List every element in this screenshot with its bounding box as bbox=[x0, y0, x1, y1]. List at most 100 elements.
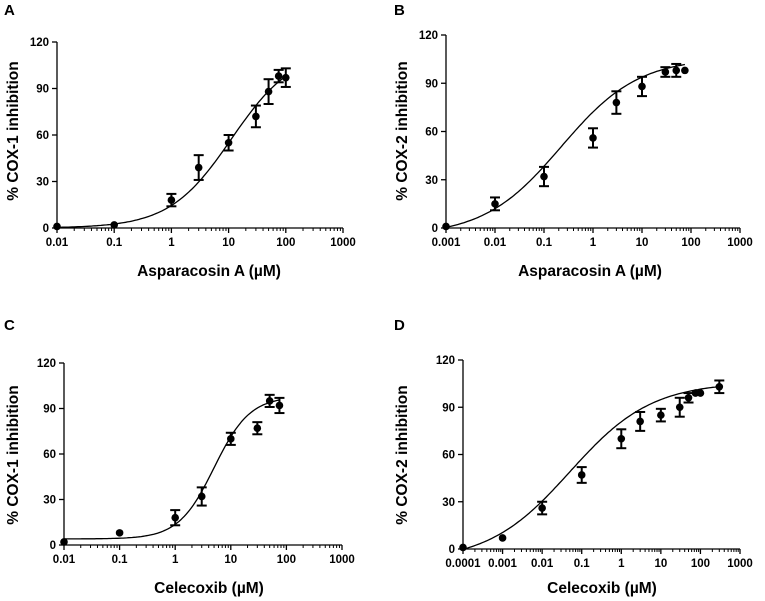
y-axis-label-a: % COX-1 inhibition bbox=[5, 61, 22, 201]
x-tick-label-c: 0.01 bbox=[53, 554, 76, 566]
panel-letter-d: D bbox=[394, 317, 405, 334]
data-point-c bbox=[60, 538, 68, 546]
data-point-d bbox=[696, 389, 705, 397]
x-tick-label-d: 0.1 bbox=[574, 558, 591, 570]
x-axis-label-b: Asparacosin A (µM) bbox=[518, 263, 662, 280]
data-point-c bbox=[265, 397, 274, 405]
x-tick-label-d: 0.01 bbox=[531, 558, 554, 570]
data-point-d bbox=[657, 411, 665, 419]
x-tick-label-b: 0.1 bbox=[536, 237, 553, 249]
data-point-a bbox=[110, 221, 118, 229]
data-point-a bbox=[264, 87, 273, 96]
x-tick-label-d: 1 bbox=[618, 558, 625, 570]
plot-a: 0 30 60 90 120 0.01 0.1 1 10 100 1000 bbox=[30, 37, 356, 249]
y-tick-label-a: 60 bbox=[36, 130, 49, 142]
x-tick-label-d: 0.001 bbox=[488, 558, 517, 570]
x-tick-label-b: 1000 bbox=[727, 237, 753, 249]
data-point-b bbox=[589, 134, 597, 142]
x-axis-label-a: Asparacosin A (µM) bbox=[137, 263, 281, 280]
panel-letter-a: A bbox=[4, 2, 15, 19]
fit-curve-b bbox=[445, 63, 686, 229]
x-tick-label-d: 100 bbox=[691, 558, 710, 570]
data-point-a bbox=[282, 73, 290, 82]
y-tick-label-a: 0 bbox=[43, 223, 49, 235]
y-axis-label-c: % COX-1 inhibition bbox=[5, 385, 22, 525]
y-tick-label-d: 90 bbox=[442, 402, 455, 414]
y-tick-label-d: 120 bbox=[436, 355, 455, 367]
data-point-d bbox=[538, 504, 546, 512]
plot-d: 0 30 60 90 120 0.0001 0.001 0.01 0.1 1 10 100 1000 bbox=[436, 355, 753, 570]
panel-c: C 0 30 60 90 120 0.01 0.1 1 10 100 1000 Celecoxib … bbox=[4, 317, 355, 597]
x-tick-label-c: 10 bbox=[224, 554, 237, 566]
data-point-b bbox=[638, 82, 646, 91]
x-tick-label-c: 0.1 bbox=[112, 554, 129, 566]
data-point-a bbox=[194, 163, 203, 172]
x-tick-label-c: 1000 bbox=[329, 554, 355, 566]
data-point-b bbox=[681, 66, 689, 75]
y-tick-label-b: 60 bbox=[425, 127, 438, 139]
y-tick-label-d: 0 bbox=[449, 544, 455, 556]
data-point-a bbox=[224, 138, 233, 147]
x-tick-label-a: 100 bbox=[276, 237, 295, 249]
x-tick-label-c: 1 bbox=[172, 554, 179, 566]
y-tick-label-b: 90 bbox=[425, 78, 438, 90]
y-tick-label-a: 30 bbox=[36, 177, 49, 189]
y-tick-label-b: 30 bbox=[425, 175, 438, 187]
data-point-b bbox=[442, 222, 450, 231]
data-point-b bbox=[661, 68, 670, 76]
y-tick-label-d: 30 bbox=[442, 497, 455, 509]
data-point-a bbox=[252, 112, 260, 121]
x-axis-label-d: Celecoxib (µM) bbox=[547, 580, 657, 597]
x-axis-label-c: Celecoxib (µM) bbox=[154, 580, 264, 597]
y-tick-label-b: 120 bbox=[419, 30, 438, 42]
y-tick-label-a: 90 bbox=[36, 84, 49, 96]
data-point-c bbox=[227, 435, 235, 443]
data-point-a bbox=[53, 222, 61, 231]
data-point-b bbox=[612, 98, 621, 107]
y-axis-label-d: % COX-2 inhibition bbox=[394, 385, 411, 525]
x-tick-label-b: 10 bbox=[636, 237, 649, 249]
y-tick-label-d: 60 bbox=[442, 450, 455, 462]
plot-c: 0 30 60 90 120 0.01 0.1 1 10 100 1000 bbox=[37, 358, 355, 566]
data-point-a bbox=[167, 196, 176, 204]
x-tick-label-b: 0.001 bbox=[432, 237, 461, 249]
data-point-d bbox=[636, 417, 644, 426]
data-point-d bbox=[498, 534, 507, 542]
y-tick-label-c: 120 bbox=[37, 358, 56, 370]
data-point-d bbox=[684, 394, 693, 402]
panel-b: B 0 30 60 90 120 0.001 0.01 0.1 1 10 100 1000 Aspar… bbox=[394, 2, 753, 280]
panel-letter-b: B bbox=[394, 2, 405, 19]
x-tick-label-b: 100 bbox=[681, 237, 700, 249]
data-point-d bbox=[617, 434, 626, 443]
y-tick-label-a: 120 bbox=[30, 37, 49, 49]
x-tick-label-d: 1000 bbox=[727, 558, 753, 570]
fit-curve-c bbox=[64, 399, 280, 540]
data-point-c bbox=[115, 529, 124, 537]
y-tick-label-c: 0 bbox=[50, 540, 56, 552]
x-tick-label-a: 0.1 bbox=[106, 237, 123, 249]
data-point-d bbox=[577, 471, 586, 479]
data-point-d bbox=[459, 543, 467, 552]
data-point-c bbox=[275, 401, 284, 410]
x-tick-label-d: 0.0001 bbox=[445, 558, 481, 570]
x-tick-label-a: 1 bbox=[168, 237, 175, 249]
x-tick-label-d: 10 bbox=[654, 558, 667, 570]
data-point-c bbox=[253, 424, 262, 433]
y-axis-label-b: % COX-2 inhibition bbox=[394, 61, 411, 201]
y-tick-label-c: 60 bbox=[43, 449, 56, 461]
data-point-b bbox=[672, 66, 681, 75]
x-tick-label-b: 0.01 bbox=[484, 237, 507, 249]
panel-d: D 0 30 60 90 120 0.0001 0.001 0.01 0.1 1 10 100 1000… bbox=[394, 317, 753, 597]
x-tick-label-a: 10 bbox=[222, 237, 235, 249]
x-tick-label-b: 1 bbox=[590, 237, 597, 249]
fit-curve-d bbox=[462, 385, 720, 550]
x-tick-label-c: 100 bbox=[277, 554, 296, 566]
data-point-c bbox=[171, 513, 179, 522]
data-point-a bbox=[274, 72, 283, 80]
data-point-d bbox=[675, 403, 684, 412]
x-tick-label-a: 0.01 bbox=[46, 237, 69, 249]
x-tick-label-a: 1000 bbox=[330, 237, 356, 249]
y-tick-label-c: 30 bbox=[43, 495, 56, 507]
panel-letter-c: C bbox=[4, 317, 15, 334]
